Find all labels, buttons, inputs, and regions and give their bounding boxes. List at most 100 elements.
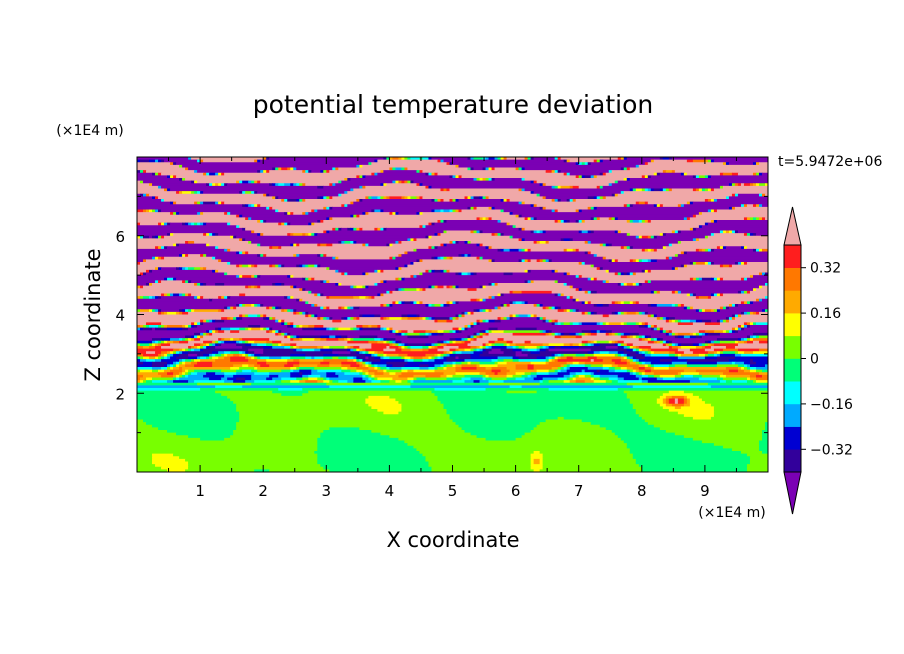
field-cell <box>167 175 171 179</box>
field-cell <box>626 157 661 161</box>
field-cell <box>326 267 330 271</box>
field-cell <box>212 340 216 344</box>
field-cell <box>611 330 661 334</box>
field-cell <box>542 466 643 470</box>
field-cell <box>233 353 240 358</box>
field-cell <box>347 340 369 344</box>
field-cell <box>638 322 643 326</box>
field-cell <box>464 311 469 316</box>
field-cell <box>527 314 532 318</box>
field-cell <box>287 199 297 203</box>
field-cell <box>182 280 186 284</box>
field-cell <box>758 193 763 197</box>
field-cell <box>530 372 538 376</box>
colorbar-bottom-arrow <box>783 471 802 515</box>
field-cell <box>527 269 532 274</box>
field-cell <box>683 403 691 407</box>
field-cell <box>470 361 481 365</box>
field-cell <box>413 180 532 184</box>
field-cell <box>683 390 768 394</box>
field-cell <box>407 251 586 255</box>
field-cell <box>716 246 721 250</box>
field-cell <box>257 191 345 195</box>
field-cell <box>170 293 174 297</box>
field-cell <box>398 157 403 161</box>
field-cell <box>194 369 222 373</box>
field-cell <box>695 188 700 192</box>
field-cell <box>281 343 285 347</box>
field-cell <box>137 343 141 347</box>
field-cell <box>137 440 318 444</box>
field-cell <box>266 377 273 381</box>
field-cell <box>629 398 658 402</box>
field-cell <box>320 243 327 247</box>
field-cell <box>332 348 348 352</box>
field-cell <box>356 351 360 355</box>
field-cell <box>755 288 768 292</box>
field-cell <box>470 348 475 352</box>
field-cell <box>260 304 264 308</box>
field-cell <box>479 298 484 302</box>
field-cell <box>527 301 583 305</box>
field-cell <box>578 309 697 313</box>
field-cell <box>530 191 535 195</box>
field-cell <box>221 201 225 205</box>
field-cell <box>281 340 348 344</box>
field-cell <box>704 330 715 334</box>
field-cell <box>200 222 204 226</box>
field-cell <box>137 453 153 457</box>
field-cell <box>590 330 598 334</box>
field-cell <box>713 293 718 297</box>
field-cell <box>389 343 393 347</box>
field-cell <box>515 437 622 442</box>
field-cell <box>719 353 736 358</box>
field-cell <box>191 361 198 365</box>
field-cell <box>377 196 381 200</box>
field-cell <box>524 301 529 305</box>
field-cell <box>653 364 670 368</box>
field-cell <box>401 241 451 245</box>
field-cell <box>212 351 219 355</box>
field-cell <box>293 335 297 339</box>
field-cell <box>320 170 324 174</box>
field-row <box>137 238 768 242</box>
field-cell <box>524 217 529 221</box>
field-cell <box>182 348 186 352</box>
field-cell <box>569 309 574 313</box>
field-cell <box>428 222 433 226</box>
field-cell <box>608 332 613 337</box>
field-cell <box>350 306 354 310</box>
field-cell <box>734 330 739 334</box>
field-cell <box>254 372 270 376</box>
field-row <box>137 401 768 405</box>
field-cell <box>551 259 610 263</box>
field-cell <box>509 314 514 318</box>
field-cell <box>206 183 210 187</box>
field-cell <box>320 361 330 365</box>
field-cell <box>557 319 667 323</box>
field-cell <box>224 183 228 187</box>
field-cell <box>449 317 454 321</box>
field-cell <box>479 364 499 368</box>
field-cell <box>374 364 378 368</box>
field-cell <box>515 343 544 347</box>
field-cell <box>392 364 406 368</box>
field-cell <box>674 290 679 295</box>
field-cell <box>419 317 424 321</box>
field-cell <box>158 343 162 347</box>
field-cell <box>629 361 637 365</box>
field-cell <box>737 314 742 318</box>
field-cell <box>623 157 628 161</box>
field-cell <box>257 367 291 371</box>
field-cell <box>431 269 436 274</box>
field-cell <box>521 301 526 305</box>
field-cell <box>602 267 673 271</box>
field-cell <box>395 332 400 337</box>
field-cell <box>665 317 670 321</box>
field-cell <box>308 311 463 316</box>
field-row <box>137 183 768 187</box>
field-cell <box>437 330 445 334</box>
field-cell <box>194 380 225 384</box>
field-cell <box>581 262 586 266</box>
field-cell <box>509 212 514 216</box>
